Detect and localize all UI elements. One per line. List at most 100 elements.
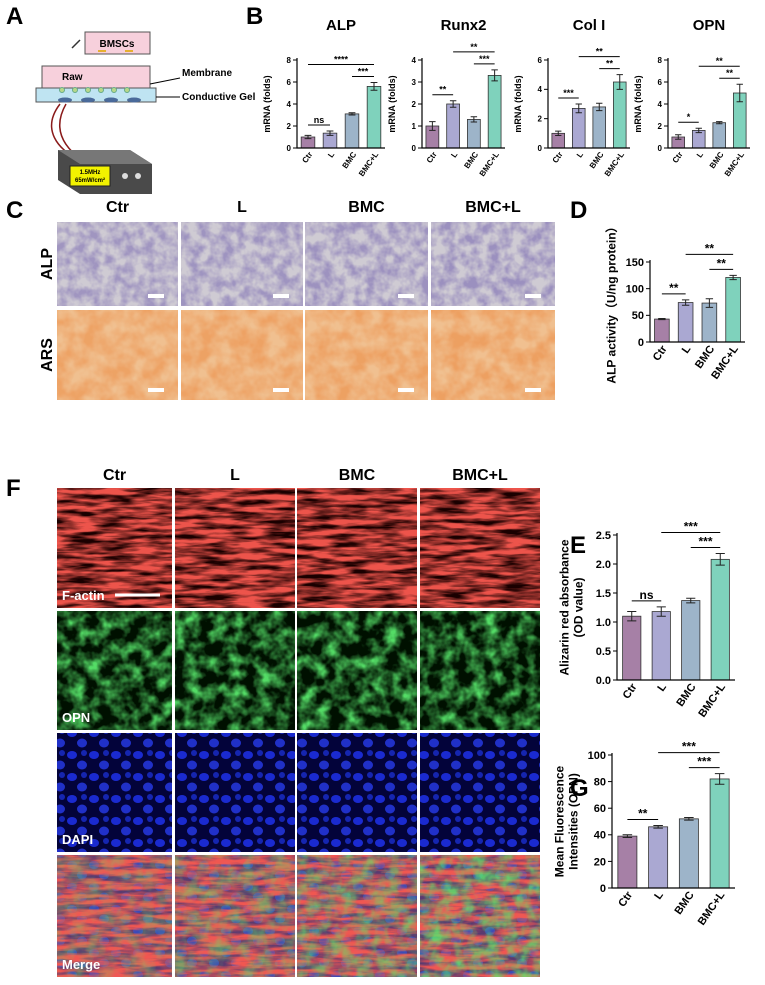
error-bar <box>715 553 725 566</box>
panel-label: B <box>246 3 263 30</box>
bar <box>446 103 460 149</box>
bar <box>678 818 699 889</box>
y-axis-label: mRNA (folds) <box>513 75 523 132</box>
fluorescence-image <box>297 733 417 852</box>
error-bar <box>627 611 637 622</box>
error-bar <box>705 298 714 308</box>
bar <box>712 122 727 149</box>
x-tick-label: L <box>680 343 694 356</box>
fluorescence-image <box>175 733 295 852</box>
axes <box>616 533 735 681</box>
pointer <box>149 77 181 85</box>
bar <box>467 119 481 149</box>
bar <box>571 108 586 149</box>
channel-label: F-actin <box>62 588 105 603</box>
device-label: 1.5MHz <box>80 170 101 176</box>
significance-label: *** <box>697 755 711 769</box>
cell <box>125 50 133 52</box>
y-tick-label: 6 <box>658 78 663 87</box>
fluorescence-texture <box>297 488 417 608</box>
micrograph-texture <box>181 222 303 306</box>
x-tick-label: L <box>655 681 669 694</box>
fluorescence-texture <box>175 855 295 977</box>
significance-label: ** <box>705 241 715 255</box>
y-tick-label: 3 <box>412 78 417 87</box>
bar <box>654 318 670 343</box>
significance-label: *** <box>698 535 712 549</box>
column-label: BMC <box>348 199 385 216</box>
error-bar <box>714 773 725 785</box>
significance-label: ** <box>717 256 727 270</box>
column-label: BMC <box>339 467 376 484</box>
y-tick-label: 2 <box>658 122 663 131</box>
error-bar <box>449 100 457 108</box>
electrodes <box>58 97 141 103</box>
x-tick-label: BMC <box>708 150 726 170</box>
panel-label: D <box>570 197 587 224</box>
row-label: ARS <box>39 338 56 372</box>
y-tick-label: 1.5 <box>596 588 611 600</box>
y-tick-label: 2.5 <box>596 530 611 542</box>
error-bar <box>555 130 562 137</box>
x-tick-label: BMC <box>462 150 480 170</box>
y-tick-label: 40 <box>594 830 606 842</box>
significance-label: ** <box>716 56 724 66</box>
schematic-label: Conductive Gel <box>182 92 256 103</box>
fluorescence-texture <box>175 611 295 730</box>
y-tick-label: 0 <box>412 144 417 153</box>
fluorescence-texture <box>297 611 417 730</box>
axes <box>296 58 385 149</box>
fluorescence-texture <box>175 488 295 608</box>
significance-label: ** <box>726 68 734 78</box>
error-bar <box>622 834 633 838</box>
y-tick-label: 0 <box>638 337 644 349</box>
y-tick-label: 150 <box>626 257 644 269</box>
bar <box>701 302 718 343</box>
micrograph-texture <box>305 222 428 306</box>
x-tick-label: BMC <box>693 343 717 370</box>
significance-label: ** <box>638 806 648 820</box>
y-tick-label: 60 <box>594 803 606 815</box>
chart-title: Runx2 <box>441 17 487 34</box>
micrograph-texture <box>57 222 178 306</box>
bar <box>677 302 694 343</box>
y-tick-label: 80 <box>594 776 606 788</box>
y-tick-label: 0.0 <box>596 675 611 687</box>
cells <box>59 87 130 93</box>
significance-label: *** <box>479 54 490 64</box>
y-axis-label: mRNA (folds) <box>387 75 397 132</box>
y-tick-label: 100 <box>626 284 644 296</box>
panel-label: E <box>570 532 586 559</box>
error-bar <box>695 127 702 134</box>
fluorescence-image <box>57 733 172 852</box>
significance-label: ** <box>439 85 447 95</box>
error-bar <box>729 274 737 281</box>
dish <box>84 31 151 55</box>
x-tick-label: L <box>695 150 705 159</box>
x-tick-label: Ctr <box>300 150 314 165</box>
channel-label: OPN <box>62 710 90 725</box>
bar <box>681 600 701 681</box>
error-bar <box>675 134 682 140</box>
chart-title: ALP <box>326 17 356 34</box>
x-tick-label: L <box>652 889 666 902</box>
column-label: Ctr <box>103 467 126 484</box>
x-tick-label: Ctr <box>651 343 670 363</box>
axes <box>421 58 505 149</box>
chart-title: OPN <box>693 17 726 34</box>
error-bar <box>653 824 663 829</box>
error-bar <box>616 74 623 90</box>
knob <box>135 173 141 179</box>
bar <box>651 611 671 681</box>
micrograph-texture <box>181 310 303 400</box>
y-tick-label: 1 <box>412 122 417 131</box>
x-tick-label: BMC+L <box>357 150 380 178</box>
fluorescence-texture <box>57 855 172 977</box>
error-bar <box>596 102 603 112</box>
panel-label: C <box>6 197 23 224</box>
y-axis-label: Alizarin red absorbance <box>557 539 571 675</box>
bar <box>592 106 607 149</box>
error-bar <box>681 299 690 306</box>
x-tick-label: Ctr <box>425 150 439 165</box>
axes <box>649 260 745 343</box>
